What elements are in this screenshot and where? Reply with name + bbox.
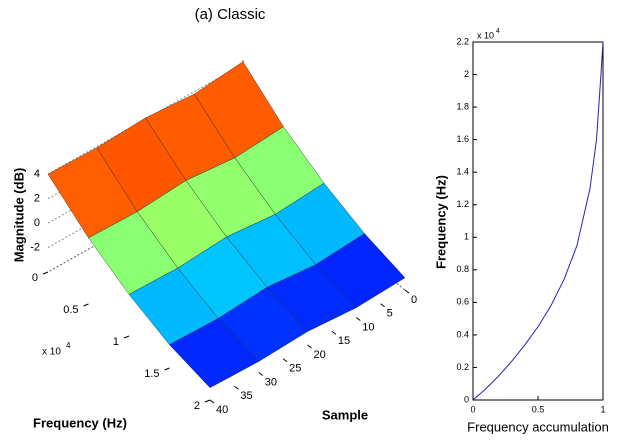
y-tick xyxy=(234,385,239,390)
y-tick xyxy=(282,358,288,363)
z-tick-label: -2 xyxy=(30,241,40,253)
grid-line xyxy=(47,137,244,248)
chart-title: (a) Classic xyxy=(195,6,266,23)
y-tick-label: 2 xyxy=(464,69,469,79)
z-tick-label: 0 xyxy=(34,217,40,229)
z-tick-label: 2 xyxy=(34,192,40,204)
y-tick-label: 1.4 xyxy=(456,167,469,177)
y-tick xyxy=(209,399,215,404)
x-axis-label: Frequency (Hz) xyxy=(33,415,127,430)
line-series xyxy=(472,41,604,401)
y-tick xyxy=(258,372,264,376)
x-tick-label: 1.5 xyxy=(144,368,159,380)
y-axis-label: Sample xyxy=(322,407,368,422)
y-tick-label: 1.2 xyxy=(456,199,469,209)
x-tick xyxy=(164,367,170,371)
x-tick-label: 0.5 xyxy=(63,304,78,316)
x-tick-label: 0 xyxy=(470,404,475,414)
x-tick xyxy=(83,303,89,307)
y-tick-label: 40 xyxy=(216,404,228,416)
z-tick-label: 4 xyxy=(34,168,40,180)
y-scale-label: x 10 xyxy=(477,30,494,40)
y-tick xyxy=(355,317,361,321)
y-tick-label: 2.2 xyxy=(456,36,469,46)
z-axis-label: Magnitude (dB) xyxy=(11,168,26,263)
x-tick-label: 0 xyxy=(32,272,38,284)
y-tick xyxy=(404,289,410,294)
y-tick-label: 20 xyxy=(314,349,326,361)
y-tick xyxy=(307,344,312,349)
y-tick-label: 0.4 xyxy=(456,329,469,339)
x-tick xyxy=(204,399,211,403)
grid-line xyxy=(47,63,244,175)
y-tick-label: 15 xyxy=(338,335,350,347)
y-tick-label: 0 xyxy=(411,294,417,306)
y-tick-label: 1.6 xyxy=(456,134,469,144)
x-tick xyxy=(42,271,49,275)
x-tick-label: 1 xyxy=(600,404,605,414)
x-tick xyxy=(123,335,130,339)
y-tick-label: 0.2 xyxy=(456,362,469,372)
y-tick-label: 1.8 xyxy=(456,101,469,111)
y-tick-label: 0.8 xyxy=(456,264,469,274)
y-tick xyxy=(331,330,337,335)
y-tick xyxy=(380,303,385,308)
y-tick-label: 10 xyxy=(362,321,374,333)
surface-patch xyxy=(169,318,260,389)
y-tick-label: 35 xyxy=(240,390,252,402)
x-axis-label: Frequency accumulation xyxy=(467,419,609,434)
y-tick-label: 0.6 xyxy=(456,297,469,307)
y-tick-label: 0 xyxy=(464,394,469,404)
x-tick-label: 1 xyxy=(113,336,119,348)
y-axis-label: Frequency (Hz) xyxy=(433,175,448,269)
x-scale-label: x 10 xyxy=(42,347,61,358)
y-tick-label: 25 xyxy=(289,363,301,375)
x-scale-exponent: 4 xyxy=(66,341,71,350)
y-tick-label: 5 xyxy=(387,308,393,320)
x-tick-label: 0.5 xyxy=(532,404,545,414)
y-tick-label: 30 xyxy=(265,376,277,388)
y-scale-exponent: 4 xyxy=(496,28,500,35)
y-tick-label: 1 xyxy=(464,232,469,242)
x-tick-label: 2 xyxy=(194,400,200,412)
